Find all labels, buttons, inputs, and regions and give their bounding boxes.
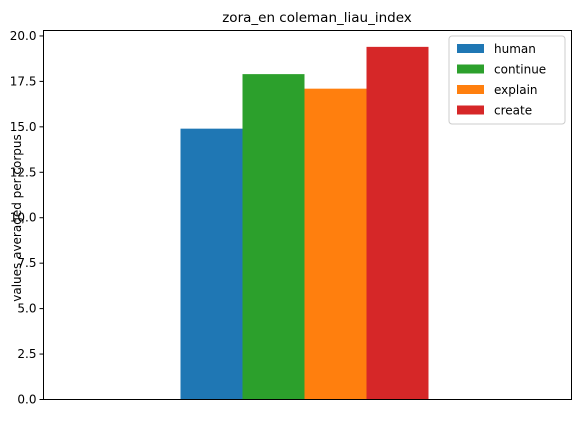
chart-title: zora_en coleman_liau_index [222, 10, 412, 26]
legend-swatch-human [457, 44, 484, 53]
legend: human continue explain create [448, 35, 566, 125]
bar-explain [304, 88, 367, 400]
y-tick-label: 20.0 [10, 29, 37, 43]
legend-label-continue: continue [494, 63, 546, 77]
y-axis-label: values averaged per corpus [10, 134, 24, 302]
bar-human [180, 128, 243, 400]
legend-swatch-create [457, 105, 484, 115]
legend-swatch-explain [457, 85, 484, 94]
legend-label-human: human [494, 42, 536, 56]
y-tick-label: 0.0 [17, 393, 36, 407]
legend-box [448, 35, 566, 125]
y-tick-label: 15.0 [10, 120, 37, 134]
y-tick-label: 12.5 [10, 165, 37, 179]
legend-swatch-continue [457, 64, 484, 74]
bars-group [180, 46, 429, 400]
y-tick-label: 7.5 [17, 256, 36, 270]
y-axis: 0.0 2.5 5.0 7.5 10.0 12.5 15.0 17.5 20.0 [10, 29, 44, 407]
legend-label-explain: explain [494, 83, 538, 97]
legend-label-create: create [494, 104, 532, 118]
y-tick-label: 10.0 [10, 211, 37, 225]
bar-continue [242, 74, 305, 400]
bar-create [366, 46, 429, 400]
plot-frame [43, 30, 572, 400]
y-tick-label: 2.5 [17, 347, 36, 361]
y-tick-label: 5.0 [17, 302, 36, 316]
y-tick-label: 17.5 [10, 74, 37, 88]
